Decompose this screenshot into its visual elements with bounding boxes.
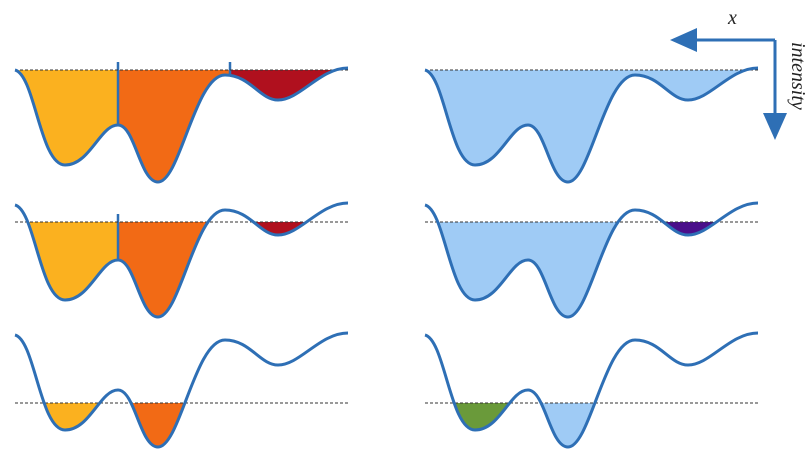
panels (14, 62, 760, 449)
basin-fill (253, 222, 307, 235)
panel (424, 201, 760, 319)
basin-fill (118, 70, 230, 182)
intensity-curve (14, 331, 349, 449)
basin-fill (230, 70, 337, 100)
basin-fill (44, 403, 100, 430)
intensity-curve (14, 201, 349, 319)
basin-fill (425, 70, 747, 182)
basin-fill (27, 222, 118, 300)
x-label: x (727, 7, 737, 29)
intensity-curve (424, 201, 759, 319)
intensity-curve (14, 66, 349, 184)
basin-fill (131, 403, 185, 447)
intensity-curve (424, 331, 759, 449)
basin-fill (15, 70, 118, 165)
basin-fill (541, 403, 595, 447)
intensity-curve (424, 66, 759, 184)
basin-fill (454, 403, 510, 430)
panel (14, 62, 350, 184)
panel (424, 331, 760, 449)
intensity-label: intensity (787, 42, 808, 110)
basin-fill (663, 222, 717, 235)
basin-fill (437, 222, 619, 317)
panel (14, 331, 350, 449)
panel (424, 66, 760, 184)
